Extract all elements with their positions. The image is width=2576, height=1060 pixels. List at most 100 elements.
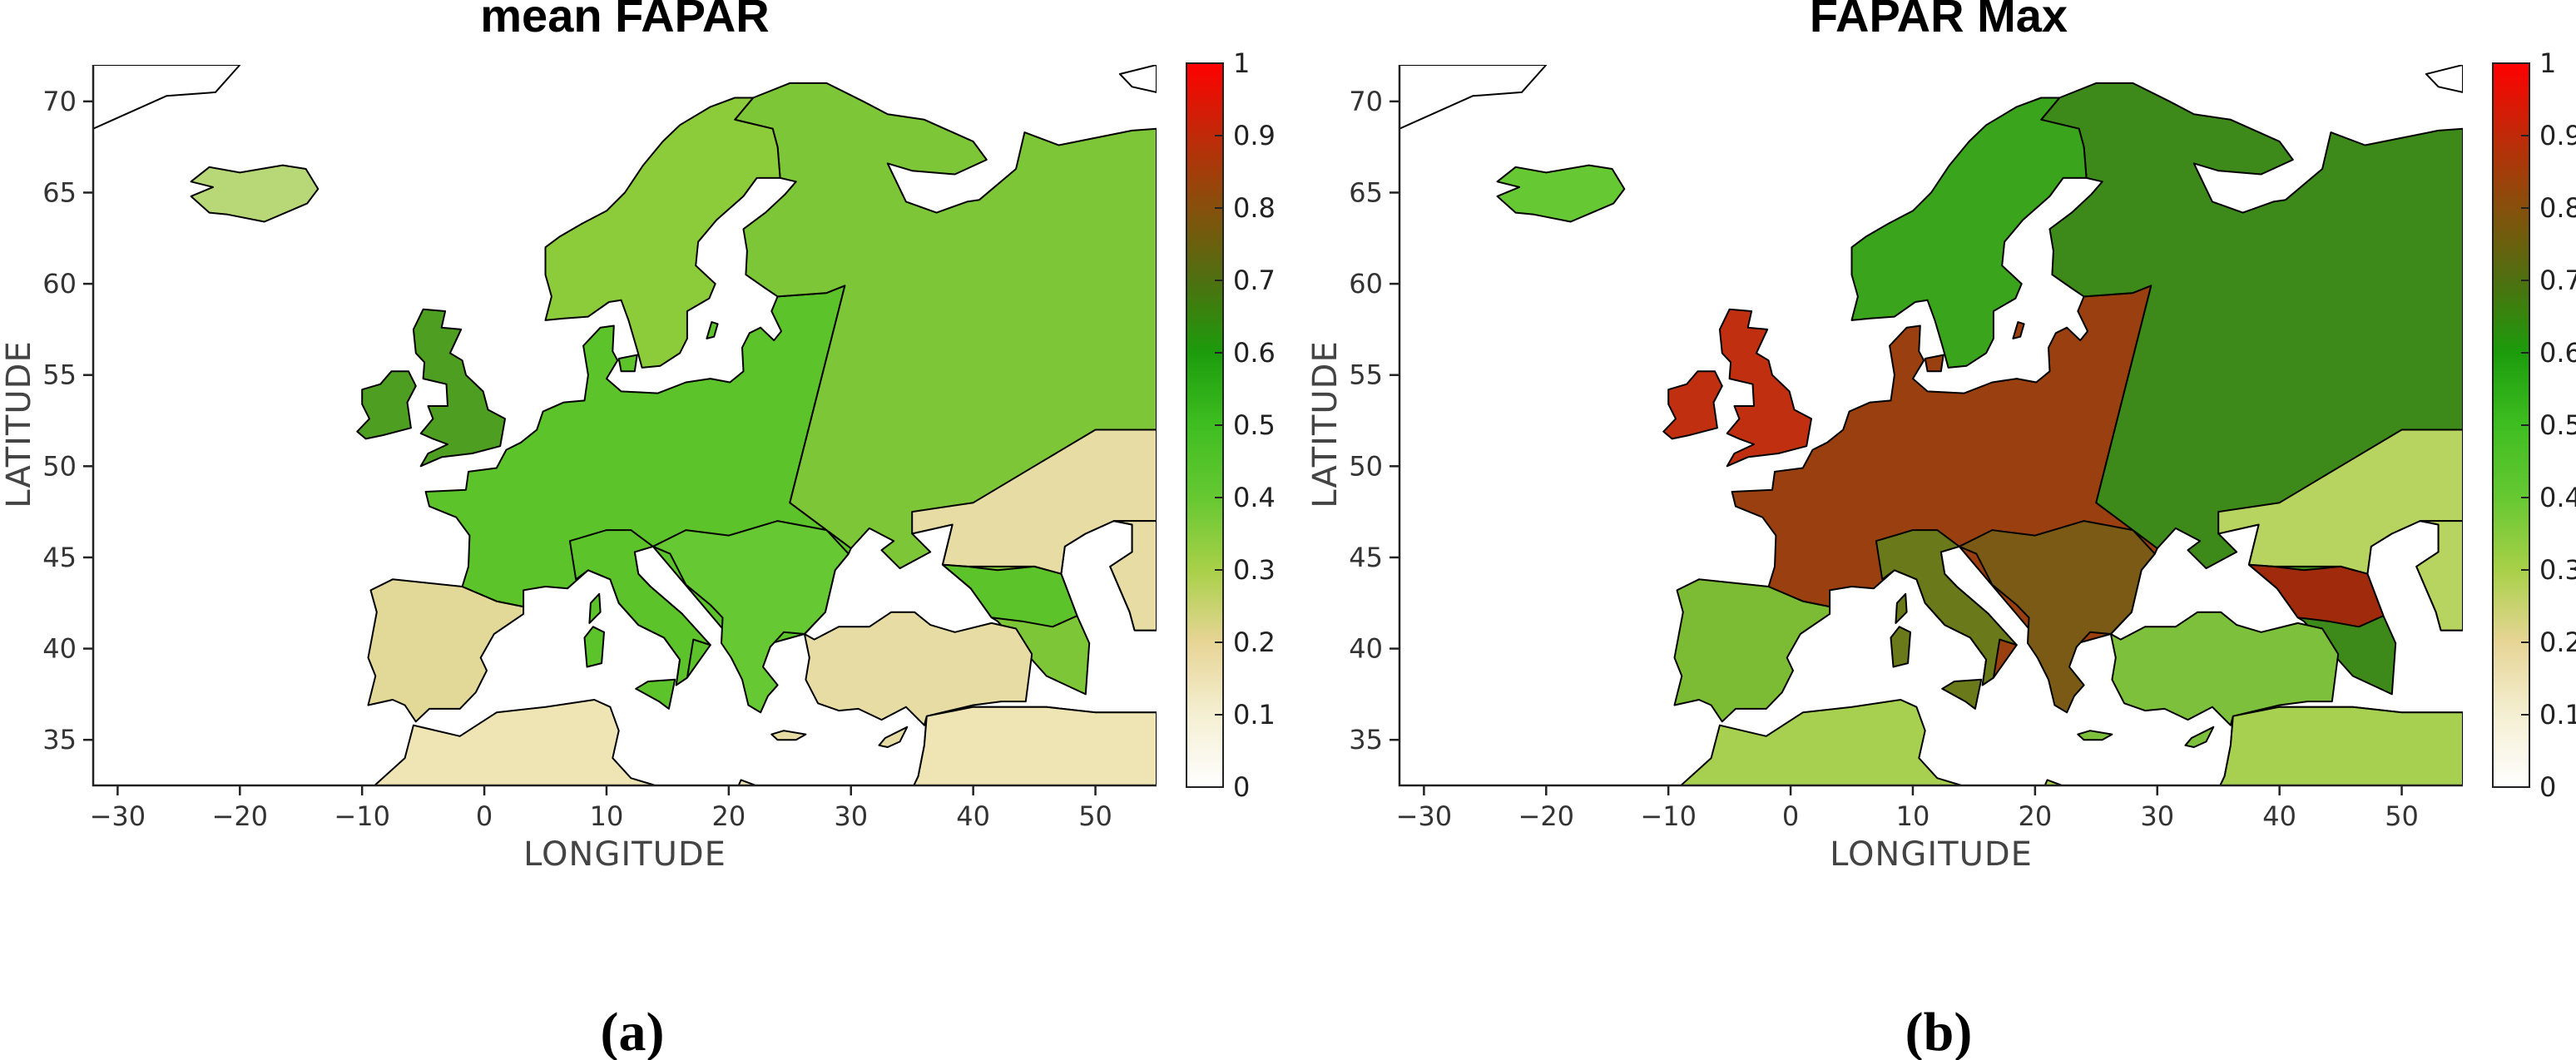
y-tick-label: 50 xyxy=(1349,450,1383,482)
panel-b: FAPAR Max −30 −20 −10 0 10 20 30 40 503540455055… xyxy=(1306,0,2576,1060)
land-region-novaya xyxy=(1118,65,1157,93)
land-region-gotland xyxy=(2012,321,2025,339)
x-axis-label: LONGITUDE xyxy=(1830,835,2033,874)
colorbar-tick-label: 0.9 xyxy=(2539,120,2576,151)
land-region-sardinia xyxy=(583,626,605,668)
land-region-sicily xyxy=(635,678,676,710)
land-region-caucasus xyxy=(941,563,1078,628)
y-tick-label: 35 xyxy=(42,724,77,755)
land-region-svalbard xyxy=(1399,65,1548,130)
x-tick-label: 30 xyxy=(2140,800,2174,832)
x-tick-label: 0 xyxy=(1782,800,1799,832)
x-tick-label: 40 xyxy=(2262,800,2296,832)
map-axes: −30 −20 −10 0 10 20 30 40 50 35 40 45 50 55 60 65 70 xyxy=(42,65,1157,832)
y-tick-label: 45 xyxy=(42,542,77,573)
colorbar-tick-label: 0.2 xyxy=(1233,627,1276,658)
land-region-italy xyxy=(568,529,711,686)
colorbar-tick-label: 0.2 xyxy=(2539,627,2576,658)
x-tick-label: −30 xyxy=(1396,800,1453,832)
land-region-corsica xyxy=(1895,592,1908,624)
colorbar-tick-label: 0 xyxy=(1233,771,1250,803)
y-tick-label: 55 xyxy=(1349,359,1383,391)
land-region-zealand xyxy=(617,354,638,373)
y-tick-label: 50 xyxy=(42,450,77,482)
land-region-caucasus xyxy=(2247,563,2385,628)
x-tick-label: 50 xyxy=(2385,800,2419,832)
x-tick-label: 10 xyxy=(1896,800,1930,832)
colorbar-tick-label: 0.6 xyxy=(1233,337,1276,369)
y-axis-label: LATITUDE xyxy=(1306,340,1345,508)
colorbar-tick-label: 0.1 xyxy=(2539,699,2576,731)
land-region-british-isles xyxy=(412,308,506,468)
land-region-sicily xyxy=(1941,678,1983,710)
land-region-iberia xyxy=(367,578,525,723)
y-axis-label: LATITUDE xyxy=(0,340,38,508)
colorbar-tick-label: 0.7 xyxy=(2539,265,2576,296)
land-region-zealand xyxy=(1924,354,1944,373)
panel-a: mean FAPAR −30 −20 −10 0 10 20 30 40 50354045505… xyxy=(0,0,1276,1060)
x-tick-label: −20 xyxy=(212,800,269,832)
x-tick-label: 20 xyxy=(712,800,746,832)
land-region-turkey xyxy=(2109,611,2340,726)
panel-title: FAPAR Max xyxy=(1810,0,2068,42)
colorbar-tick-label: 0.7 xyxy=(1233,265,1276,296)
land-region-crete xyxy=(2077,730,2113,741)
colorbar-tick-label: 0.3 xyxy=(1233,554,1276,586)
x-tick-label: 20 xyxy=(2019,800,2053,832)
land-region-turkey xyxy=(803,611,1033,726)
map-axes: −30 −20 −10 0 10 20 30 40 50 35 40 45 50 55 60 65 70 xyxy=(1349,65,2463,832)
x-tick-label: 30 xyxy=(834,800,868,832)
land-region-mideast xyxy=(2219,706,2463,785)
y-tick-label: 65 xyxy=(1349,176,1383,208)
land-region-italy xyxy=(1875,529,2018,686)
x-axis-label: LONGITUDE xyxy=(523,835,726,874)
map-area xyxy=(1399,65,2463,785)
y-tick-label: 40 xyxy=(1349,633,1383,665)
land-region-cyprus xyxy=(2184,726,2215,748)
x-tick-label: 0 xyxy=(476,800,493,832)
land-region-balkans xyxy=(1958,520,2156,714)
x-tick-label: 50 xyxy=(1078,800,1112,832)
panel-caption: (b) xyxy=(1905,1002,1973,1060)
land-region-crete xyxy=(770,730,807,741)
x-tick-label: −10 xyxy=(334,800,390,832)
colorbar-tick-label: 0.4 xyxy=(1233,482,1276,513)
colorbar-tick-label: 0.5 xyxy=(1233,409,1276,441)
colorbar: 0 0.1 0.2 0.3 0.4 0.5 0.6 0.7 0.8 0.9 1 xyxy=(1186,47,1276,803)
colorbar-tick-label: 0.5 xyxy=(2539,409,2576,441)
land-region-iceland xyxy=(190,164,320,223)
y-tick-label: 40 xyxy=(42,633,77,665)
colorbar-gradient xyxy=(2492,62,2530,788)
land-region-gotland xyxy=(706,321,719,339)
land-region-scandinavia xyxy=(544,97,781,369)
y-tick-label: 60 xyxy=(42,268,77,300)
land-region-caspian-east xyxy=(1109,520,1157,632)
y-tick-label: 65 xyxy=(42,176,77,208)
land-region-novaya xyxy=(2425,65,2463,93)
colorbar-tick-label: 1 xyxy=(2539,47,2556,79)
colorbar-tick-label: 0.8 xyxy=(1233,192,1276,224)
land-region-cyprus xyxy=(878,726,909,748)
y-tick-label: 45 xyxy=(1349,542,1383,573)
y-tick-label: 70 xyxy=(42,86,77,117)
axis-frame xyxy=(92,65,1157,787)
land-region-corsica xyxy=(588,592,602,624)
map-area xyxy=(93,65,1157,785)
axis-frame xyxy=(1398,65,2463,787)
land-region-caspian-east xyxy=(2415,520,2463,632)
y-tick-label: 70 xyxy=(1349,86,1383,117)
land-region-ireland xyxy=(1662,370,1723,440)
land-region-scandinavia xyxy=(1850,97,2088,369)
x-tick-label: −30 xyxy=(90,800,146,832)
colorbar-tick-label: 0.4 xyxy=(2539,482,2576,513)
land-region-iberia xyxy=(1673,578,1831,723)
colorbar-tick-label: 0.8 xyxy=(2539,192,2576,224)
land-region-sardinia xyxy=(1890,626,1911,668)
colorbar: 0 0.1 0.2 0.3 0.4 0.5 0.6 0.7 0.8 0.9 1 xyxy=(2492,47,2576,803)
y-tick-label: 55 xyxy=(42,359,77,391)
land-region-balkans xyxy=(651,520,850,714)
y-tick-label: 35 xyxy=(1349,724,1383,755)
land-region-ireland xyxy=(356,370,417,440)
colorbar-tick-label: 0.1 xyxy=(1233,699,1276,731)
